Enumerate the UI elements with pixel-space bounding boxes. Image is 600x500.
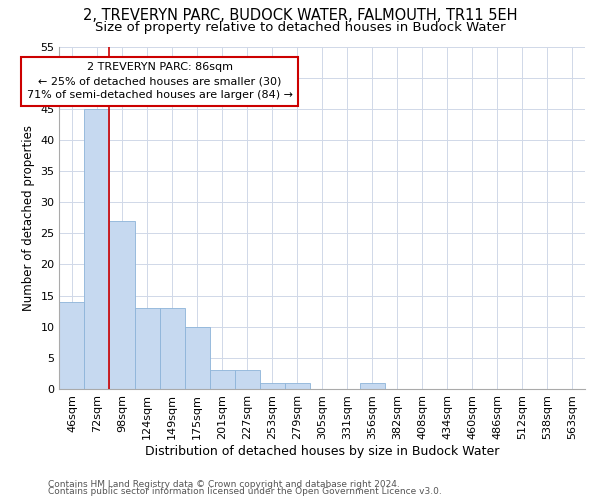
Bar — [235, 370, 260, 389]
Bar — [284, 382, 310, 389]
Text: Contains HM Land Registry data © Crown copyright and database right 2024.: Contains HM Land Registry data © Crown c… — [48, 480, 400, 489]
Text: Contains public sector information licensed under the Open Government Licence v3: Contains public sector information licen… — [48, 487, 442, 496]
Bar — [260, 382, 284, 389]
X-axis label: Distribution of detached houses by size in Budock Water: Distribution of detached houses by size … — [145, 444, 499, 458]
Bar — [59, 302, 85, 389]
Bar — [160, 308, 185, 389]
Bar — [185, 326, 209, 389]
Bar — [360, 382, 385, 389]
Bar — [209, 370, 235, 389]
Bar — [85, 109, 109, 389]
Text: 2 TREVERYN PARC: 86sqm
← 25% of detached houses are smaller (30)
71% of semi-det: 2 TREVERYN PARC: 86sqm ← 25% of detached… — [26, 62, 293, 100]
Bar — [134, 308, 160, 389]
Bar — [109, 221, 134, 389]
Text: Size of property relative to detached houses in Budock Water: Size of property relative to detached ho… — [95, 21, 505, 34]
Y-axis label: Number of detached properties: Number of detached properties — [22, 124, 35, 310]
Text: 2, TREVERYN PARC, BUDOCK WATER, FALMOUTH, TR11 5EH: 2, TREVERYN PARC, BUDOCK WATER, FALMOUTH… — [83, 8, 517, 22]
